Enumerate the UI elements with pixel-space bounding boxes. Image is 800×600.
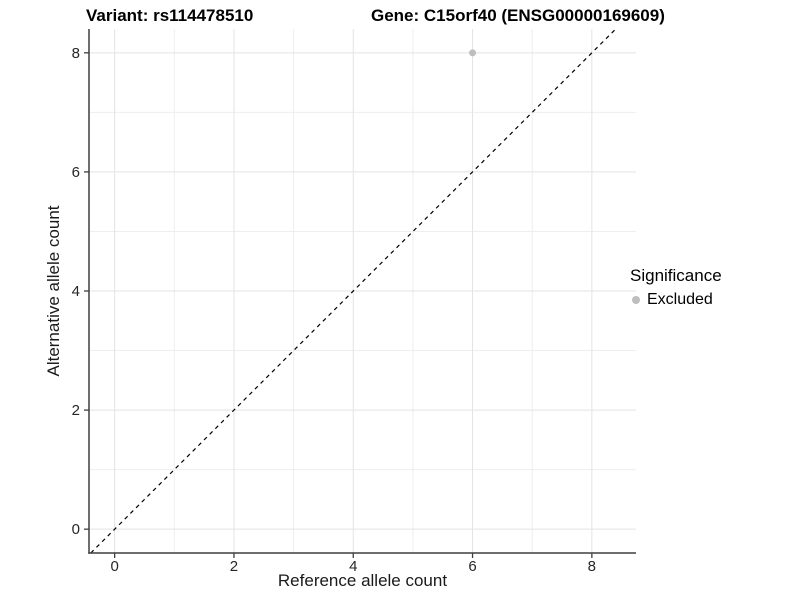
y-tick-label: 8 [72, 45, 80, 62]
legend: Significance Excluded [630, 266, 722, 309]
x-axis-title: Reference allele count [277, 571, 448, 590]
x-tick-label: 8 [588, 558, 596, 575]
y-tick-label: 4 [72, 283, 80, 300]
y-tick-label: 2 [72, 402, 80, 419]
legend-item-excluded: Excluded [630, 291, 722, 309]
x-tick-label: 6 [468, 558, 476, 575]
plot-title-gene: Gene: C15orf40 (ENSG00000169609) [371, 6, 665, 25]
y-tick-label: 6 [72, 164, 80, 181]
plot-title-variant: Variant: rs114478510 [86, 6, 254, 25]
legend-key-dot-icon [632, 296, 640, 304]
legend-title: Significance [630, 266, 722, 285]
y-axis-title: Alternative allele count [44, 205, 63, 377]
y-tick-label: 0 [72, 521, 80, 538]
x-tick-label: 2 [230, 558, 238, 575]
identity-reference-line [90, 28, 617, 554]
data-point [469, 49, 477, 57]
legend-item-label: Excluded [647, 291, 713, 308]
x-tick-label: 4 [349, 558, 357, 575]
x-tick-label: 0 [110, 558, 118, 575]
